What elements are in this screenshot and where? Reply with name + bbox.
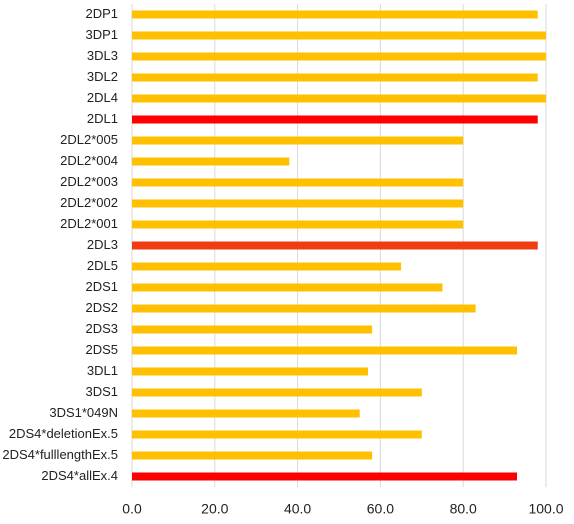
- bar: [132, 178, 464, 187]
- y-tick-label: 2DS4*deletionEx.5: [9, 426, 118, 441]
- y-tick-label: 2DL2*004: [60, 153, 118, 168]
- x-tick-label: 100.0: [528, 501, 563, 517]
- bar: [132, 451, 373, 460]
- y-tick-label: 3DL3: [87, 48, 118, 63]
- y-tick-label: 2DL2*003: [60, 174, 118, 189]
- y-tick-label: 2DL2*001: [60, 216, 118, 231]
- bar: [132, 52, 546, 61]
- bar: [132, 304, 476, 313]
- bar: [132, 94, 546, 103]
- y-tick-label: 2DS4*fulllengthEx.5: [2, 447, 118, 462]
- y-tick-label: 2DS2: [85, 300, 118, 315]
- y-tick-label: 2DL5: [87, 258, 118, 273]
- bar: [132, 388, 422, 397]
- bar: [132, 157, 290, 166]
- x-tick-label: 0.0: [122, 501, 142, 517]
- x-tick-label: 40.0: [284, 501, 311, 517]
- y-tick-label: 2DL2*002: [60, 195, 118, 210]
- bar: [132, 31, 546, 40]
- y-tick-label: 2DL3: [87, 237, 118, 252]
- y-tick-label: 2DS4*allEx.4: [41, 468, 118, 483]
- y-tick-label: 2DL1: [87, 111, 118, 126]
- bar: [132, 283, 443, 292]
- y-tick-label: 3DL2: [87, 69, 118, 84]
- y-tick-label: 2DL2*005: [60, 132, 118, 147]
- y-tick-label: 2DL4: [87, 90, 118, 105]
- y-tick-label: 2DS5: [85, 342, 118, 357]
- bar: [132, 262, 402, 271]
- x-tick-label: 80.0: [450, 501, 477, 517]
- y-tick-label: 3DL1: [87, 363, 118, 378]
- bar: [132, 199, 464, 208]
- y-tick-label: 2DS1: [85, 279, 118, 294]
- y-tick-label: 2DP1: [85, 6, 118, 21]
- x-tick-label: 60.0: [367, 501, 394, 517]
- y-tick-label: 3DP1: [85, 27, 118, 42]
- bar: [132, 430, 422, 439]
- bar: [132, 367, 368, 376]
- y-tick-label: 2DS3: [85, 321, 118, 336]
- bar: [132, 73, 538, 82]
- y-tick-label: 3DS1: [85, 384, 118, 399]
- bar: [132, 241, 538, 250]
- bar: [132, 472, 518, 481]
- bar: [132, 10, 538, 19]
- bar: [132, 325, 373, 334]
- bar: [132, 346, 518, 355]
- bar: [132, 409, 360, 418]
- bar: [132, 136, 464, 145]
- bar: [132, 220, 464, 229]
- bar: [132, 115, 538, 124]
- x-tick-label: 20.0: [201, 501, 228, 517]
- y-tick-label: 3DS1*049N: [49, 405, 118, 420]
